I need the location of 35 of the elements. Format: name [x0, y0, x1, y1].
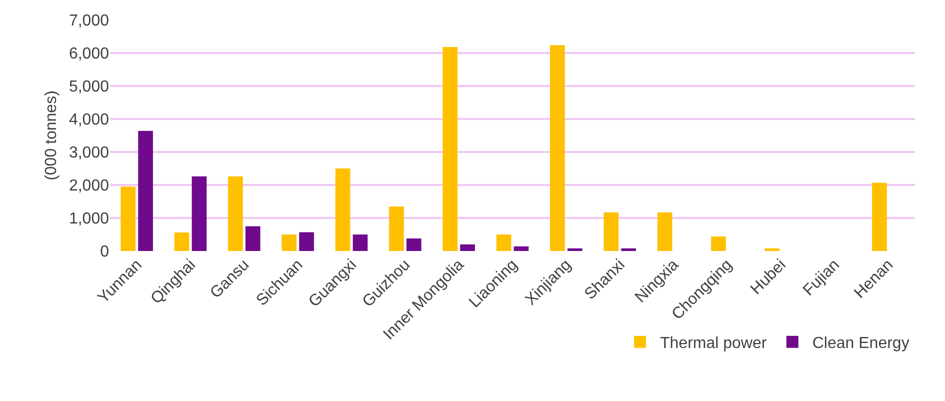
- bar: [138, 130, 153, 251]
- bar: [389, 206, 404, 251]
- y-tick-label: 4,000: [68, 112, 110, 129]
- bar: [442, 47, 458, 251]
- bar: [352, 234, 368, 251]
- bar: [514, 246, 529, 251]
- y-tick-label: 6,000: [68, 46, 110, 63]
- y-axis-title: (000 tonnes): [42, 90, 60, 180]
- bar: [567, 248, 582, 251]
- legend-label: Thermal power: [660, 335, 768, 352]
- y-tick-label: 3,000: [68, 144, 110, 162]
- bar: [604, 212, 619, 251]
- bar: [872, 182, 887, 251]
- bar: [174, 232, 190, 251]
- bar: [245, 226, 260, 251]
- y-tick-label: 2,000: [68, 178, 110, 195]
- bar: [192, 176, 207, 251]
- bar: [228, 176, 243, 251]
- legend-label: Clean Energy: [812, 335, 910, 352]
- y-tick-label: 5,000: [68, 78, 110, 96]
- bar: [550, 45, 565, 251]
- y-tick-label: 1,000: [68, 210, 110, 228]
- bar: [299, 232, 314, 251]
- bar: [657, 212, 672, 251]
- bar: [621, 248, 636, 251]
- bar: [282, 234, 297, 251]
- bar: [406, 238, 422, 251]
- y-tick-label: 0: [100, 244, 110, 261]
- bar: [496, 234, 512, 251]
- bar: [764, 248, 780, 251]
- bar: [460, 244, 475, 251]
- bar: [335, 168, 350, 251]
- y-tick-label: 7,000: [68, 12, 110, 30]
- bar: [711, 236, 726, 251]
- bar: [120, 186, 136, 251]
